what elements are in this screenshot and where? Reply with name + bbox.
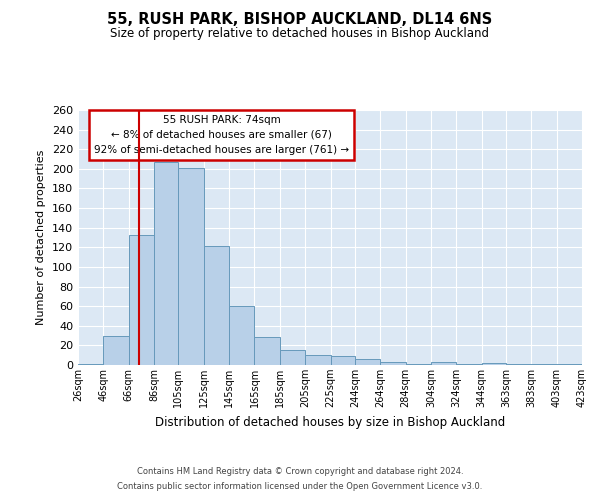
Bar (254, 336, 280, 365)
Y-axis label: Number of detached properties: Number of detached properties (37, 150, 46, 325)
Bar (280, 350, 305, 365)
Bar (482, 363, 506, 365)
Bar (229, 306, 254, 365)
Bar (406, 364, 431, 365)
Bar (457, 364, 482, 365)
Bar (380, 362, 406, 365)
Bar (178, 168, 203, 365)
Text: 55 RUSH PARK: 74sqm
← 8% of detached houses are smaller (67)
92% of semi-detache: 55 RUSH PARK: 74sqm ← 8% of detached hou… (94, 115, 349, 154)
Bar (154, 162, 178, 365)
Bar (78, 364, 103, 365)
Bar (557, 364, 582, 365)
Bar (203, 246, 229, 365)
Text: Contains public sector information licensed under the Open Government Licence v3: Contains public sector information licen… (118, 482, 482, 491)
Text: Size of property relative to detached houses in Bishop Auckland: Size of property relative to detached ho… (110, 28, 490, 40)
Bar (355, 359, 380, 365)
Bar (506, 364, 531, 365)
Bar (129, 234, 154, 365)
Bar (431, 362, 457, 365)
Bar (305, 355, 331, 365)
Bar (103, 336, 129, 365)
Bar (331, 356, 355, 365)
X-axis label: Distribution of detached houses by size in Bishop Auckland: Distribution of detached houses by size … (155, 416, 505, 428)
Text: 55, RUSH PARK, BISHOP AUCKLAND, DL14 6NS: 55, RUSH PARK, BISHOP AUCKLAND, DL14 6NS (107, 12, 493, 28)
Text: Contains HM Land Registry data © Crown copyright and database right 2024.: Contains HM Land Registry data © Crown c… (137, 467, 463, 476)
Bar (531, 364, 557, 365)
